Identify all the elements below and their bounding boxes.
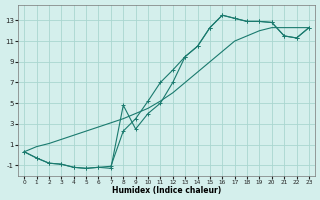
X-axis label: Humidex (Indice chaleur): Humidex (Indice chaleur) <box>112 186 221 195</box>
